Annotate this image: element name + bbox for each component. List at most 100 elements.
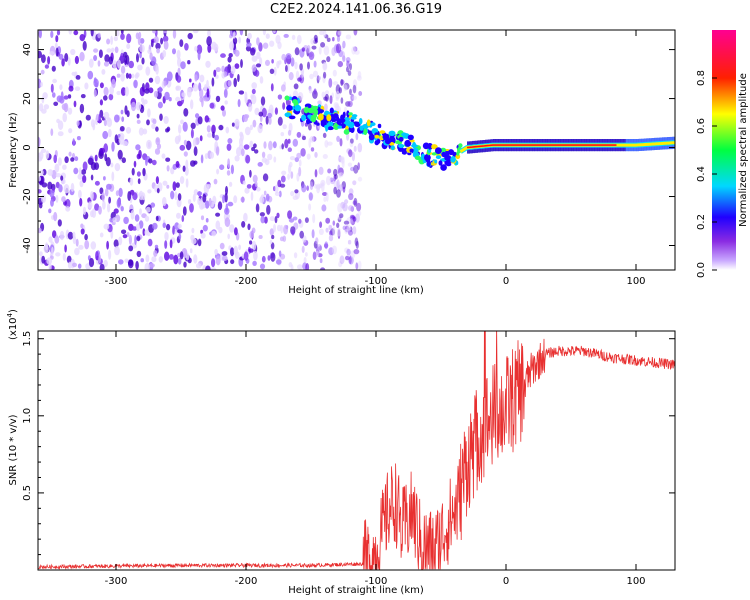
spectrogram-noise-cell xyxy=(354,237,359,247)
spectrogram-noise-cell xyxy=(321,91,326,99)
spectrogram-noise-cell xyxy=(65,198,71,209)
spectrogram-noise-cell xyxy=(255,63,262,68)
spectrogram-noise-cell xyxy=(297,77,302,82)
spectrogram-noise-cell xyxy=(351,151,355,162)
spectrogram-noise-cell xyxy=(163,80,167,87)
spectrogram-noise-cell xyxy=(357,71,362,79)
spectrogram-noise-cell xyxy=(127,191,132,201)
spectrogram-noise-cell xyxy=(349,88,352,96)
spectrogram-noise-cell xyxy=(186,87,192,98)
spectrogram-noise-cell xyxy=(87,70,94,80)
spectrogram-noise-cell xyxy=(182,206,187,216)
spectrogram-noise-cell xyxy=(275,34,281,45)
spectrogram-noise-cell xyxy=(215,95,221,103)
spectrogram-noise-cell xyxy=(204,84,207,92)
spectrogram-noise-cell xyxy=(111,171,115,182)
spectrogram-noise-cell xyxy=(164,240,168,249)
signal-blob xyxy=(343,129,350,135)
spectrogram-noise-cell xyxy=(328,78,333,88)
spectrogram-noise-cell xyxy=(103,86,109,96)
spectrogram-noise-cell xyxy=(278,190,282,198)
spectrogram-noise-cell xyxy=(261,107,267,118)
spectrogram-noise-cell xyxy=(258,235,263,239)
spectrogram-noise-cell xyxy=(70,157,75,162)
spectrogram-noise-cell xyxy=(303,257,307,264)
signal-blob xyxy=(363,128,368,136)
spectrogram-noise-cell xyxy=(278,250,282,257)
spectrogram-noise-cell xyxy=(353,30,358,36)
spectrogram-noise-cell xyxy=(177,193,182,201)
spectrogram-noise-cell xyxy=(340,79,344,86)
spectrogram-noise-cell xyxy=(75,238,79,247)
spectrogram-noise-cell xyxy=(212,131,215,139)
snr-y-label: SNR (10 * v/v) xyxy=(8,414,19,485)
spectrogram-noise-cell xyxy=(168,97,172,102)
spectrogram-noise-cell xyxy=(197,50,201,61)
signal-blob xyxy=(358,118,363,125)
spectrogram-noise-cell xyxy=(210,267,217,270)
spectrogram-noise-cell xyxy=(179,176,185,184)
spectrogram-noise-cell xyxy=(225,185,228,195)
spectrogram-noise-cell xyxy=(64,53,69,62)
spectrogram-noise-cell xyxy=(93,78,99,88)
spectrogram-noise-cell xyxy=(52,230,57,239)
spectrogram-noise-cell xyxy=(146,119,150,126)
spectrogram-noise-cell xyxy=(183,151,188,157)
signal-blob xyxy=(337,125,343,129)
spectrogram-noise-cell xyxy=(301,245,305,253)
spectrogram-noise-cell xyxy=(354,49,360,55)
spectrogram-noise-cell xyxy=(158,256,163,263)
spectrogram-noise-cell xyxy=(257,162,263,167)
spectrogram-noise-cell xyxy=(72,231,76,239)
spectrogram-noise-cell xyxy=(79,197,83,207)
spectrogram-noise-cell xyxy=(175,85,179,91)
spectrogram-noise-cell xyxy=(187,60,191,65)
spectrogram-noise-cell xyxy=(38,30,42,39)
spectrogram-noise-cell xyxy=(44,64,50,69)
spectrogram-noise-cell xyxy=(298,159,302,167)
spectrogram-noise-cell xyxy=(205,60,211,68)
spectrogram-noise-cell xyxy=(58,184,63,193)
spectrogram-noise-cell xyxy=(265,59,270,66)
spectrogram-noise-cell xyxy=(237,99,241,108)
spectrogram-noise-cell xyxy=(49,51,55,56)
spectrogram-noise-cell xyxy=(224,217,231,228)
spectrogram-noise-cell xyxy=(136,53,139,63)
spectrogram-noise-cell xyxy=(317,244,322,251)
spectrogram-noise-cell xyxy=(120,87,127,96)
spectrogram-noise-cell xyxy=(153,90,159,98)
spectrogram-noise-cell xyxy=(189,248,193,254)
spectrogram-noise-cell xyxy=(282,102,286,110)
spectrogram-noise-cell xyxy=(61,196,66,203)
spectrogram-noise-cell xyxy=(67,57,71,66)
spectrogram-noise-cell xyxy=(80,223,84,229)
spectrogram-noise-cell xyxy=(144,215,150,222)
spectrogram-noise-cell xyxy=(229,41,235,51)
spectrogram-noise-cell xyxy=(149,263,155,268)
spectrogram-noise-cell xyxy=(347,162,352,167)
spectrogram-noise-cell xyxy=(233,195,238,204)
spectrogram-noise-cell xyxy=(355,133,359,141)
spectrogram-noise-cell xyxy=(190,122,196,129)
spectrogram-noise-cell xyxy=(78,167,82,176)
spectrogram-noise-cell xyxy=(302,135,306,141)
spectrogram-noise-cell xyxy=(248,248,254,253)
spectrogram-noise-cell xyxy=(57,131,64,137)
spectrogram-noise-cell xyxy=(211,258,216,268)
spectrogram-noise-cell xyxy=(116,73,121,78)
spectrogram-noise-cell xyxy=(160,37,164,45)
spectrogram-noise-cell xyxy=(106,117,113,128)
signal-blob xyxy=(441,151,447,158)
signal-blob xyxy=(398,136,404,142)
spectrogram-noise-cell xyxy=(214,248,218,256)
spectrogram-noise-cell xyxy=(320,267,326,270)
spectrogram-noise-cell xyxy=(181,92,186,98)
spectrogram-noise-cell xyxy=(73,100,77,108)
spectrogram-noise-cell xyxy=(203,97,210,102)
spectrogram-noise-cell xyxy=(169,239,173,249)
spectrogram-noise-cell xyxy=(190,128,194,139)
spectrogram-noise-cell xyxy=(38,151,44,160)
spectrogram-noise-cell xyxy=(251,88,256,95)
spectrogram-noise-cell xyxy=(287,147,292,152)
spectrogram-noise-cell xyxy=(348,230,353,236)
